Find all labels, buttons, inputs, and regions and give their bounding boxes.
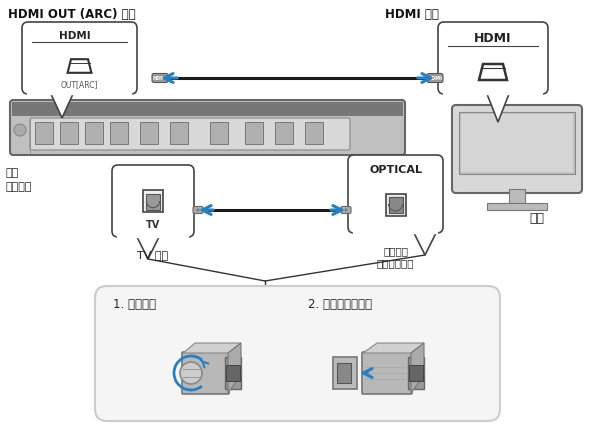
- FancyBboxPatch shape: [182, 352, 229, 394]
- Circle shape: [180, 362, 202, 384]
- Bar: [487, 203, 547, 210]
- FancyBboxPatch shape: [193, 207, 203, 213]
- Bar: [305, 122, 323, 144]
- Bar: [461, 114, 573, 172]
- Circle shape: [14, 124, 26, 136]
- FancyBboxPatch shape: [152, 74, 168, 83]
- Polygon shape: [228, 343, 241, 393]
- Bar: [140, 122, 158, 144]
- Bar: [143, 190, 163, 213]
- Polygon shape: [411, 343, 424, 393]
- Bar: [337, 363, 351, 383]
- FancyBboxPatch shape: [30, 118, 350, 150]
- FancyBboxPatch shape: [22, 22, 137, 94]
- Text: HDMI: HDMI: [152, 75, 167, 81]
- Circle shape: [197, 209, 199, 211]
- FancyBboxPatch shape: [427, 74, 443, 83]
- Polygon shape: [51, 94, 73, 118]
- FancyBboxPatch shape: [452, 105, 582, 193]
- Bar: [170, 122, 188, 144]
- Text: HDMI OUT (ARC) 插孔: HDMI OUT (ARC) 插孔: [8, 7, 136, 20]
- FancyBboxPatch shape: [95, 286, 500, 421]
- FancyBboxPatch shape: [341, 207, 351, 213]
- Text: （数字光纤）: （数字光纤）: [377, 258, 414, 268]
- Text: TV 插孔: TV 插孔: [137, 250, 169, 260]
- Bar: [85, 122, 103, 144]
- Text: OUT[ARC]: OUT[ARC]: [61, 81, 98, 90]
- Bar: [226, 365, 240, 381]
- Polygon shape: [137, 237, 159, 259]
- Bar: [409, 365, 423, 381]
- Bar: [146, 194, 160, 210]
- Polygon shape: [183, 343, 241, 353]
- FancyBboxPatch shape: [112, 165, 194, 237]
- Text: 音频输出: 音频输出: [383, 246, 408, 256]
- Bar: [333, 357, 357, 389]
- Bar: [245, 122, 263, 144]
- FancyBboxPatch shape: [10, 100, 405, 155]
- Text: HDMI: HDMI: [59, 31, 91, 41]
- Text: OPTICAL: OPTICAL: [369, 165, 422, 175]
- Bar: [210, 122, 228, 144]
- Text: HDMI: HDMI: [427, 75, 443, 81]
- Bar: [225, 357, 241, 389]
- Bar: [459, 112, 575, 174]
- Circle shape: [344, 209, 347, 211]
- Bar: [35, 122, 53, 144]
- Polygon shape: [48, 100, 76, 116]
- Bar: [408, 357, 424, 389]
- Text: HDMI 输入: HDMI 输入: [385, 7, 439, 20]
- Bar: [389, 197, 403, 213]
- Bar: [386, 194, 406, 216]
- FancyBboxPatch shape: [362, 352, 412, 394]
- Bar: [275, 122, 293, 144]
- Bar: [509, 189, 525, 203]
- Text: 本机
（后端）: 本机 （后端）: [6, 168, 32, 192]
- FancyBboxPatch shape: [438, 22, 548, 94]
- Bar: [110, 122, 128, 144]
- Text: HDMI: HDMI: [474, 32, 512, 45]
- Text: TV: TV: [146, 220, 160, 230]
- Text: 电视: 电视: [530, 211, 545, 224]
- Text: 1. 取下盖帽: 1. 取下盖帽: [113, 297, 156, 310]
- Bar: [12, 102, 403, 116]
- Bar: [60, 122, 78, 144]
- Polygon shape: [487, 94, 509, 122]
- Polygon shape: [363, 343, 424, 353]
- Polygon shape: [414, 233, 436, 255]
- Text: 2. 检查插头的方向: 2. 检查插头的方向: [308, 297, 371, 310]
- FancyBboxPatch shape: [348, 155, 443, 233]
